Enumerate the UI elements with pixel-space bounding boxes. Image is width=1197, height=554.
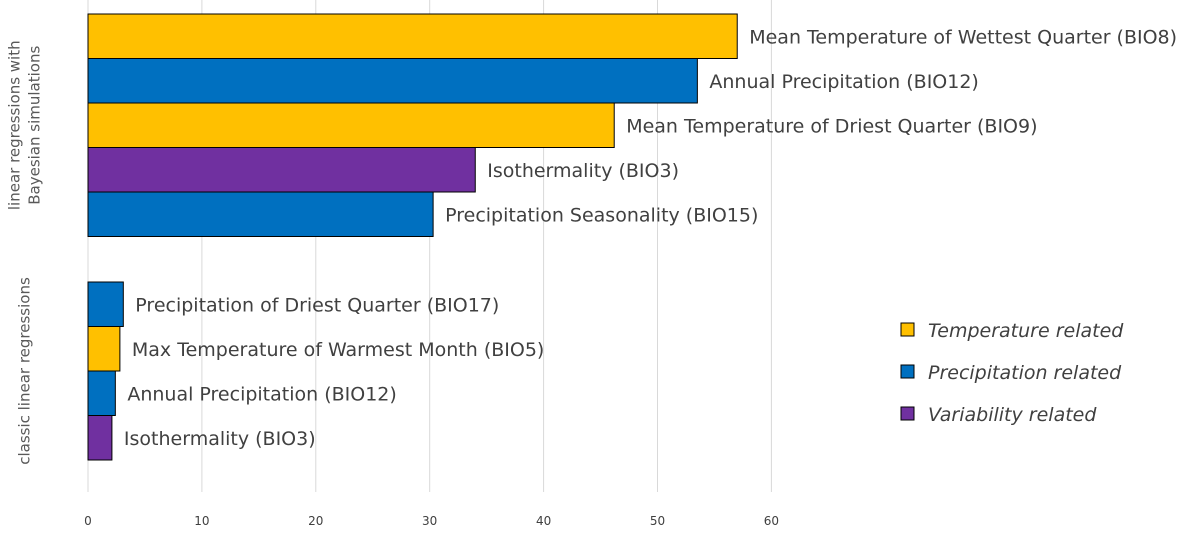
x-tick-label: 60	[764, 514, 779, 528]
legend: Temperature related Precipitation related…	[900, 320, 1124, 426]
bar-temperature	[87, 326, 121, 372]
legend-swatch-temperature	[900, 322, 915, 337]
group-labels: linear regressions with Bayesian simulati…	[6, 40, 44, 464]
bars	[87, 13, 738, 461]
bar-precipitation	[87, 281, 124, 327]
bar-label: Max Temperature of Warmest Month (BIO5)	[132, 339, 544, 361]
group-label: Bayesian simulations	[26, 46, 44, 205]
bar-label: Annual Precipitation (BIO12)	[709, 71, 978, 93]
legend-label: Variability related	[928, 404, 1097, 426]
legend-swatch-precipitation	[900, 364, 915, 379]
x-tick-label: 0	[84, 514, 92, 528]
x-tick-label: 10	[194, 514, 209, 528]
bar-precipitation	[87, 58, 698, 104]
bar-label: Precipitation Seasonality (BIO15)	[445, 204, 758, 226]
bar-label: Precipitation of Driest Quarter (BIO17)	[135, 294, 499, 316]
legend-swatch-variability	[900, 406, 915, 421]
bar-label: Isothermality (BIO3)	[487, 160, 679, 182]
x-tick-label: 50	[650, 514, 665, 528]
bar-label: Annual Precipitation (BIO12)	[127, 383, 396, 405]
legend-label: Temperature related	[928, 320, 1124, 342]
bar-variability	[87, 415, 113, 461]
x-axis-ticks: 0 10 20 30 40 50 60	[84, 514, 779, 528]
bar-labels: Mean Temperature of Wettest Quarter (BIO…	[124, 26, 1177, 450]
bar-variability	[87, 147, 476, 193]
legend-label: Precipitation related	[928, 362, 1122, 384]
bar-precipitation	[87, 191, 434, 237]
group-label: classic linear regressions	[16, 277, 34, 465]
bar-label: Mean Temperature of Wettest Quarter (BIO…	[749, 26, 1177, 48]
group-label: linear regressions with	[6, 40, 24, 210]
bar-precipitation	[87, 370, 116, 416]
x-tick-label: 30	[422, 514, 437, 528]
x-tick-label: 40	[536, 514, 551, 528]
bar-temperature	[87, 13, 738, 59]
bar-temperature	[87, 102, 615, 148]
x-tick-label: 20	[308, 514, 323, 528]
bar-label: Mean Temperature of Driest Quarter (BIO9…	[626, 115, 1037, 137]
bar-label: Isothermality (BIO3)	[124, 428, 316, 450]
